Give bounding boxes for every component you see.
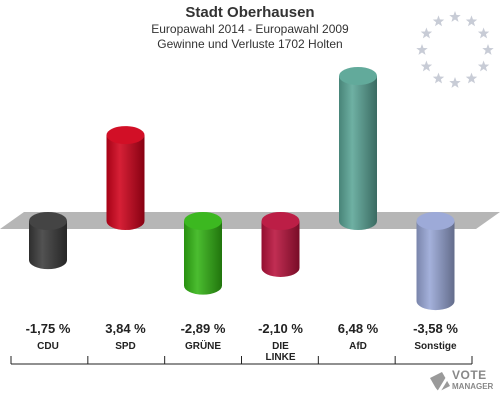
bar-top (339, 67, 377, 85)
value-label: -2,89 % (181, 321, 226, 336)
bar (416, 212, 455, 311)
star-icon (482, 44, 494, 55)
value-label: -2,10 % (258, 321, 303, 336)
category-label: AfD (349, 341, 367, 352)
bar-body (29, 221, 67, 270)
bar (261, 212, 300, 277)
bar (339, 67, 377, 230)
eu-stars-icon (416, 11, 494, 88)
category-label: LINKE (266, 352, 296, 363)
x-axis (10, 356, 473, 365)
bar (29, 212, 67, 270)
chart-subtitle-area: Gewinne und Verluste 1702 Holten (157, 37, 343, 51)
chart-header: Stadt Oberhausen Europawahl 2014 - Europ… (0, 4, 500, 52)
category-label: DIE (272, 341, 289, 352)
vote-manager-logo (430, 369, 454, 396)
bar-top (106, 126, 145, 145)
bar-body (261, 221, 300, 277)
star-icon (449, 77, 461, 88)
bar-body (339, 76, 377, 230)
category-label: GRÜNE (185, 339, 221, 352)
chart-title: Stadt Oberhausen (185, 4, 315, 21)
star-icon (465, 72, 478, 84)
star-icon (432, 15, 445, 27)
bar-body (416, 221, 455, 311)
value-label: 6,48 % (338, 321, 379, 336)
bar (106, 126, 145, 230)
bar-top (416, 212, 455, 230)
star-icon (477, 60, 490, 72)
category-label: SPD (115, 341, 136, 352)
bar-top (261, 212, 300, 230)
star-icon (420, 60, 433, 72)
star-icon (432, 72, 445, 84)
star-icon (416, 44, 428, 55)
value-label: -1,75 % (26, 321, 71, 336)
bar-body (184, 221, 222, 295)
category-label: Sonstige (414, 341, 457, 352)
star-icon (477, 27, 490, 39)
logo-subtext: MANAGER (452, 382, 494, 391)
bar-top (184, 212, 222, 230)
bar (184, 212, 222, 295)
logo-text: VOTE (452, 368, 487, 382)
star-icon (449, 11, 461, 22)
bars-group (29, 67, 455, 311)
bar-top (29, 212, 67, 230)
bar-body (106, 135, 145, 230)
chart-subtitle-election: Europawahl 2014 - Europawahl 2009 (151, 22, 349, 36)
category-label: CDU (37, 341, 59, 352)
ballot-check-icon (430, 369, 454, 396)
value-label: 3,84 % (105, 321, 146, 336)
star-icon (420, 27, 433, 39)
value-label: -3,58 % (413, 321, 458, 336)
star-icon (465, 15, 478, 27)
